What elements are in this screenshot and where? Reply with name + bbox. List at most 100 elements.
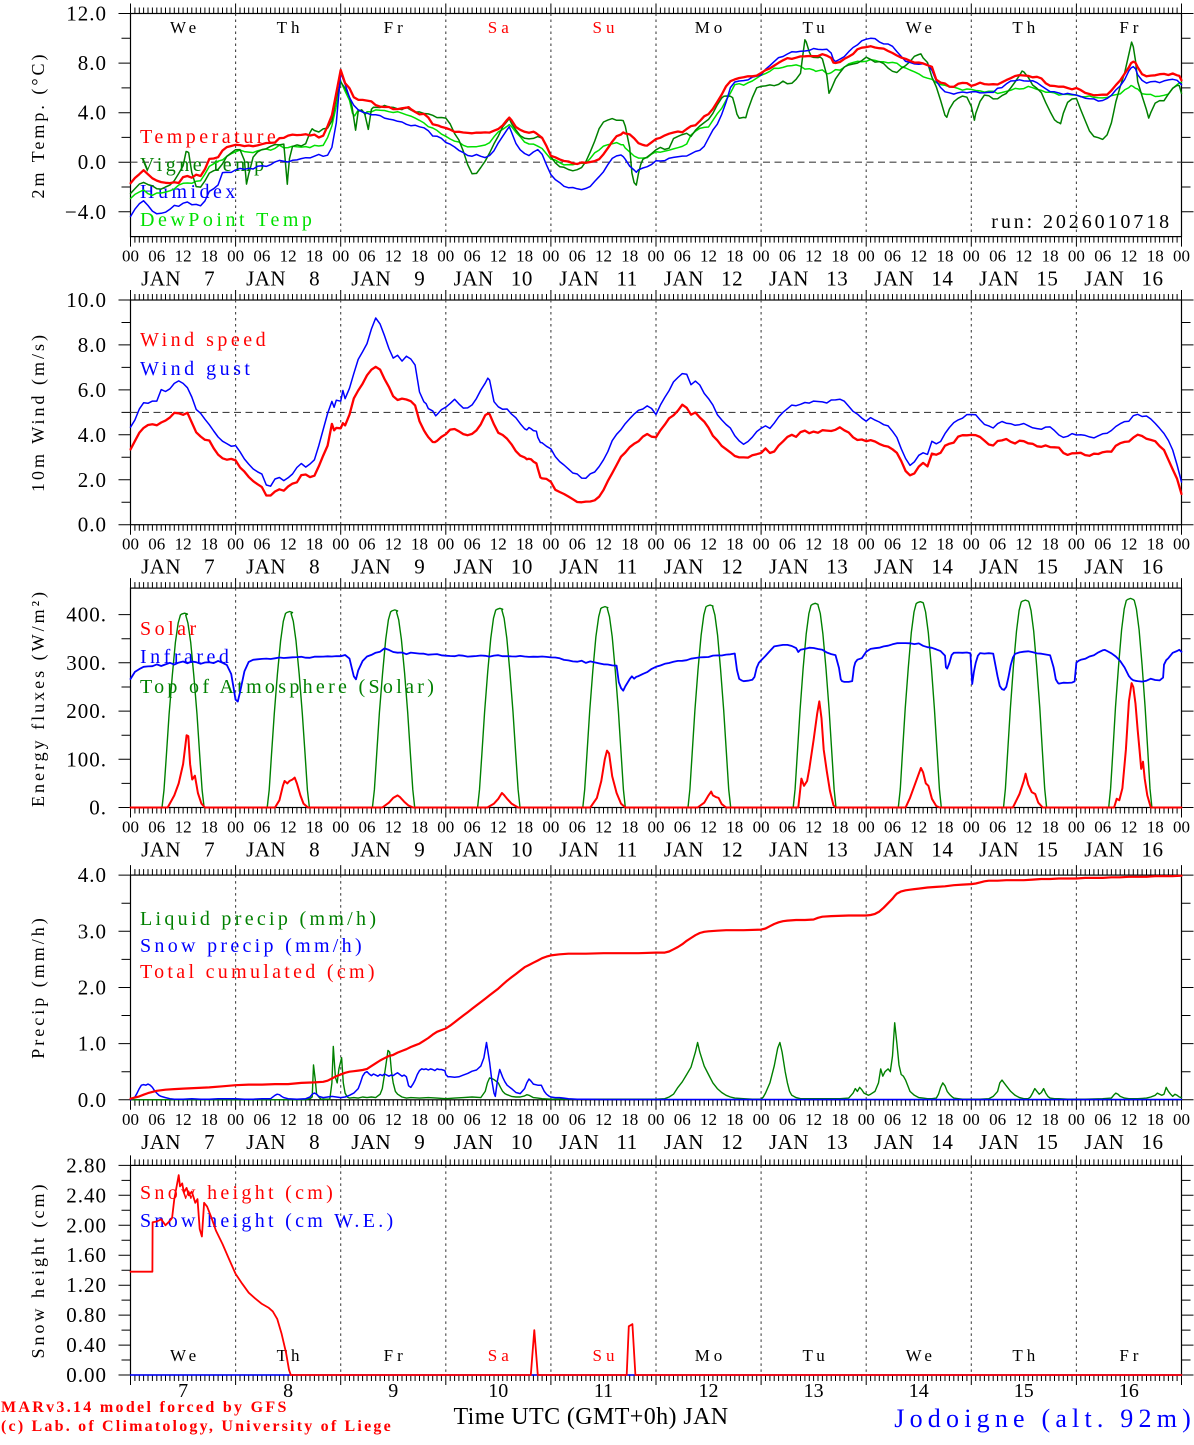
svg-text:(c) Lab. of Climatology, Unive: (c) Lab. of Climatology, University of L… (1, 1418, 393, 1435)
svg-text:16: 16 (1119, 1380, 1139, 1402)
svg-text:12.0: 12.0 (66, 2, 107, 26)
svg-text:Liquid precip (mm/h): Liquid precip (mm/h) (140, 908, 379, 930)
svg-text:JAN 16: JAN 16 (1084, 267, 1163, 291)
svg-text:06: 06 (1094, 247, 1111, 266)
svg-text:JAN 7: JAN 7 (141, 838, 215, 862)
svg-text:12: 12 (910, 1110, 927, 1129)
svg-text:JAN 11: JAN 11 (559, 555, 637, 579)
svg-text:06: 06 (884, 818, 901, 837)
svg-text:12: 12 (700, 1110, 717, 1129)
svg-text:JAN 8: JAN 8 (246, 1130, 320, 1154)
svg-text:06: 06 (779, 535, 796, 554)
svg-text:06: 06 (253, 535, 270, 554)
svg-text:Th: Th (277, 1346, 304, 1365)
svg-text:Energy fluxes (W/m²): Energy fluxes (W/m²) (28, 589, 49, 807)
svg-text:12: 12 (385, 247, 402, 266)
svg-text:12: 12 (595, 818, 612, 837)
svg-text:18: 18 (1147, 818, 1164, 837)
svg-text:JAN 14: JAN 14 (874, 267, 953, 291)
svg-text:00: 00 (648, 247, 665, 266)
svg-text:JAN 14: JAN 14 (874, 1130, 953, 1154)
svg-text:06: 06 (569, 247, 586, 266)
svg-text:00: 00 (122, 1110, 139, 1129)
svg-text:06: 06 (569, 818, 586, 837)
svg-text:00: 00 (963, 535, 980, 554)
svg-text:00: 00 (227, 247, 244, 266)
svg-text:12: 12 (175, 247, 192, 266)
svg-text:18: 18 (621, 818, 638, 837)
svg-text:18: 18 (831, 818, 848, 837)
svg-text:00: 00 (858, 535, 875, 554)
svg-text:00: 00 (1173, 1110, 1190, 1129)
svg-text:JAN 8: JAN 8 (246, 838, 320, 862)
svg-text:Wind speed: Wind speed (140, 329, 269, 351)
svg-text:JAN 11: JAN 11 (559, 1130, 637, 1154)
svg-text:12: 12 (805, 818, 822, 837)
svg-text:18: 18 (516, 1110, 533, 1129)
svg-text:06: 06 (253, 247, 270, 266)
svg-text:12: 12 (700, 818, 717, 837)
svg-text:12: 12 (700, 247, 717, 266)
svg-text:JAN 16: JAN 16 (1084, 555, 1163, 579)
svg-text:18: 18 (937, 535, 954, 554)
svg-text:00: 00 (963, 818, 980, 837)
svg-text:Solar: Solar (140, 618, 200, 640)
svg-text:18: 18 (411, 818, 428, 837)
svg-text:00: 00 (963, 1110, 980, 1129)
svg-text:06: 06 (464, 818, 481, 837)
svg-text:8.0: 8.0 (78, 51, 107, 75)
svg-text:12: 12 (805, 1110, 822, 1129)
svg-text:Fr: Fr (1119, 18, 1142, 37)
svg-text:06: 06 (989, 247, 1006, 266)
svg-text:06: 06 (359, 818, 376, 837)
svg-text:12: 12 (1015, 247, 1032, 266)
svg-text:18: 18 (831, 247, 848, 266)
svg-text:18: 18 (831, 535, 848, 554)
svg-text:00: 00 (227, 535, 244, 554)
svg-text:JAN 16: JAN 16 (1084, 1130, 1163, 1154)
svg-text:run: 2026010718: run: 2026010718 (991, 211, 1172, 233)
svg-text:Mo: Mo (695, 18, 727, 37)
svg-text:JAN 12: JAN 12 (664, 1130, 743, 1154)
svg-text:0.0: 0.0 (78, 1088, 107, 1112)
svg-text:00: 00 (753, 1110, 770, 1129)
svg-text:12: 12 (805, 535, 822, 554)
svg-text:18: 18 (201, 247, 218, 266)
svg-text:18: 18 (1147, 247, 1164, 266)
svg-text:2.0: 2.0 (78, 468, 107, 492)
svg-text:JAN 13: JAN 13 (769, 555, 848, 579)
svg-text:12: 12 (385, 1110, 402, 1129)
svg-text:12: 12 (175, 1110, 192, 1129)
svg-text:06: 06 (884, 1110, 901, 1129)
svg-text:00: 00 (648, 818, 665, 837)
svg-text:18: 18 (411, 247, 428, 266)
svg-text:JAN 7: JAN 7 (141, 1130, 215, 1154)
svg-text:JAN 10: JAN 10 (454, 1130, 533, 1154)
svg-text:Snow precip (mm/h): Snow precip (mm/h) (140, 935, 365, 957)
svg-text:13: 13 (804, 1380, 824, 1402)
svg-text:18: 18 (516, 818, 533, 837)
svg-text:00: 00 (1173, 818, 1190, 837)
svg-text:00: 00 (437, 535, 454, 554)
svg-text:JAN 9: JAN 9 (351, 555, 425, 579)
svg-text:06: 06 (674, 1110, 691, 1129)
svg-text:JAN 15: JAN 15 (979, 267, 1058, 291)
svg-text:JAN 13: JAN 13 (769, 267, 848, 291)
svg-text:18: 18 (621, 535, 638, 554)
svg-text:We: We (170, 18, 200, 37)
svg-text:10: 10 (488, 1380, 508, 1402)
svg-text:18: 18 (726, 247, 743, 266)
svg-text:0.0: 0.0 (78, 513, 107, 537)
svg-text:Sa: Sa (488, 1346, 513, 1365)
svg-text:18: 18 (1042, 1110, 1059, 1129)
svg-text:00: 00 (648, 535, 665, 554)
svg-text:06: 06 (1094, 1110, 1111, 1129)
svg-text:18: 18 (411, 1110, 428, 1129)
svg-text:18: 18 (831, 1110, 848, 1129)
svg-text:4.0: 4.0 (78, 423, 107, 447)
svg-text:00: 00 (332, 818, 349, 837)
svg-text:2.00: 2.00 (66, 1213, 107, 1237)
svg-text:Temperature: Temperature (140, 126, 279, 148)
svg-text:00: 00 (542, 818, 559, 837)
svg-text:00: 00 (1173, 247, 1190, 266)
